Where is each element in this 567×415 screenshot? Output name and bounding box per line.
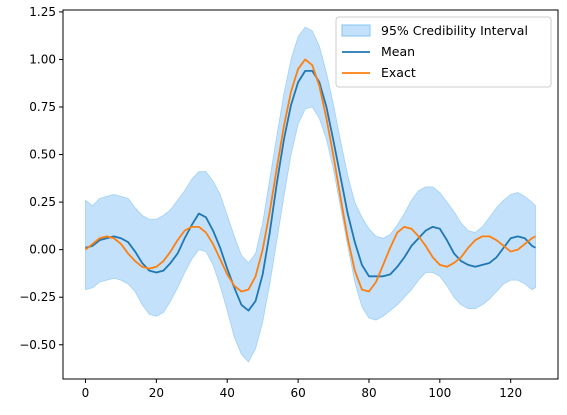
y-tick-label: 0.50 [29,148,56,162]
y-tick-label: 0.75 [29,100,56,114]
series-line-mean [85,69,536,312]
y-tick-label: −0.25 [19,290,56,304]
x-tick-label: 120 [499,386,522,400]
credibility-interval-band [85,26,536,363]
y-tick-label: 0.25 [29,195,56,209]
y-tick-label: 1.00 [29,52,56,66]
y-tick-label: 0.00 [29,243,56,257]
legend-label-mean: Mean [381,44,415,59]
y-tick-label: −0.50 [19,338,56,352]
y-tick-label: 1.25 [29,5,56,19]
legend-label-exact: Exact [381,65,416,80]
legend-box [335,16,552,88]
x-tick-label: 100 [428,386,451,400]
x-tick-label: 60 [290,386,305,400]
axes-frame [62,9,559,380]
x-tick-label: 0 [82,386,90,400]
y-axis: −0.50 −0.25 0.00 0.25 0.50 0.75 1.00 1.25 [19,5,63,352]
plot-area [84,26,536,363]
x-tick-label: 40 [220,386,235,400]
legend: 95% Credibility Interval Mean Exact [335,16,552,88]
x-tick-label: 80 [361,386,376,400]
x-tick-label: 20 [149,386,164,400]
legend-swatch-band [341,24,371,37]
legend-label-band: 95% Credibility Interval [381,23,528,38]
x-axis: 0 20 40 60 80 100 120 [82,379,522,400]
series-line-exact [84,58,536,293]
